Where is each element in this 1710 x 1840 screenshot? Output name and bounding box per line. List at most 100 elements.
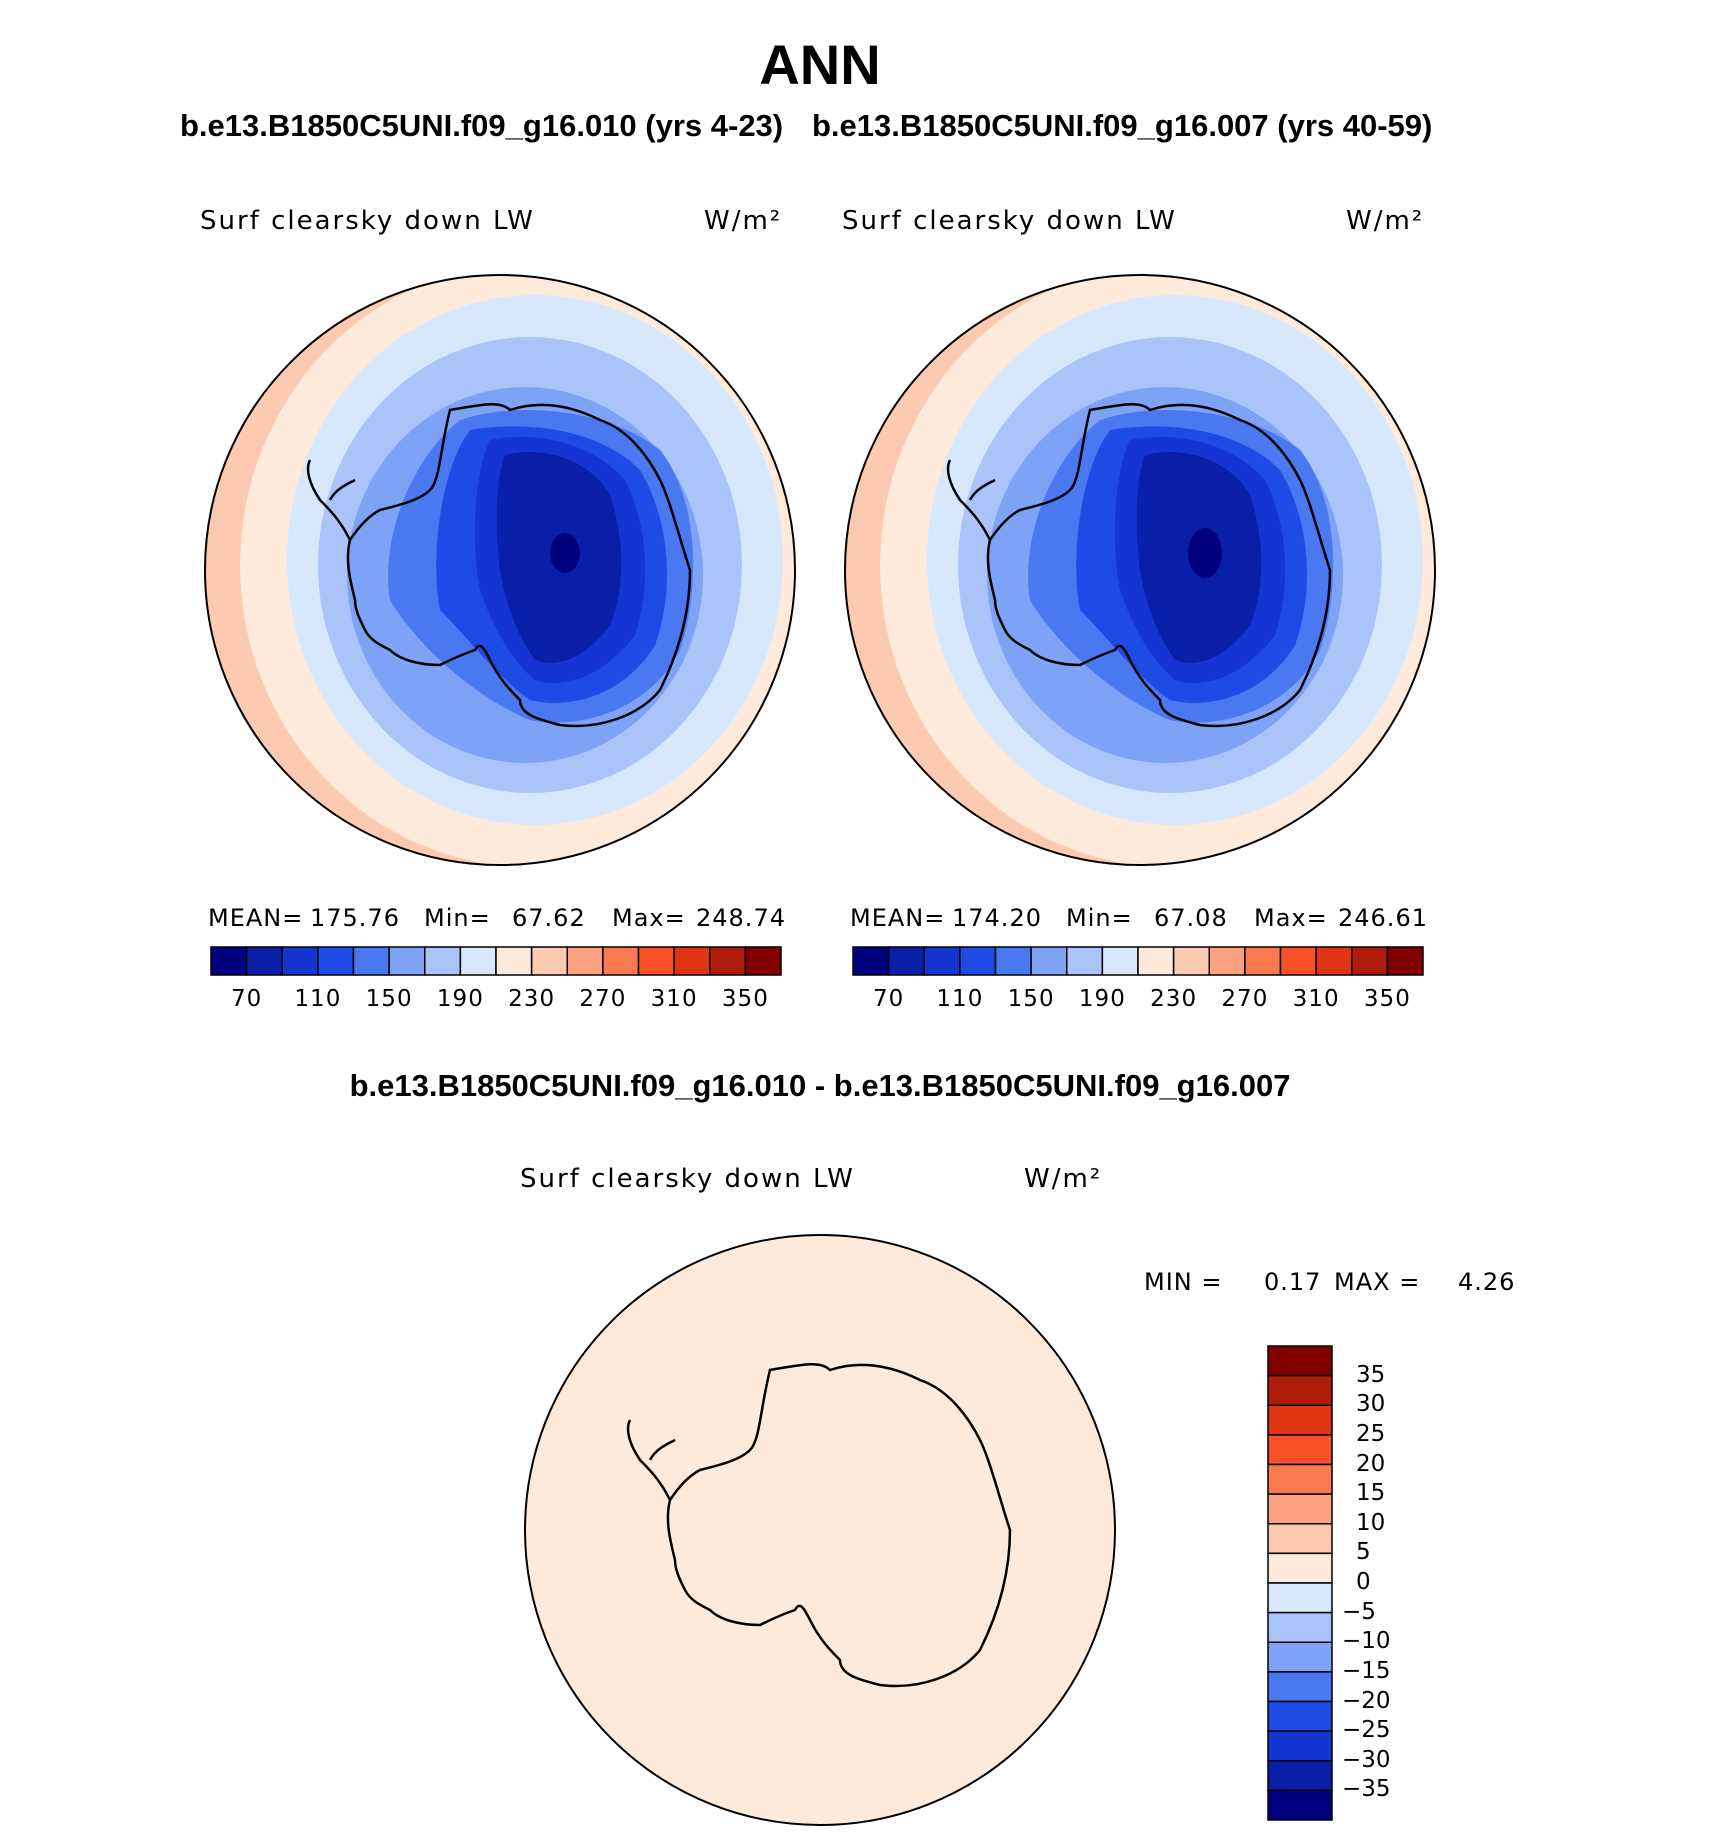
panel2-mean-value: 174.20 (952, 904, 1042, 932)
subtitle-right: b.e13.B1850C5UNI.f09_g16.007 (yrs 40-59) (812, 108, 1433, 143)
colorbar-swatch (744, 946, 782, 976)
colorbar-tick-label: 230 (1150, 986, 1198, 1012)
diff-title: b.e13.B1850C5UNI.f09_g16.010 - b.e13.B18… (349, 1068, 1291, 1103)
colorbar-swatch (1267, 1730, 1333, 1762)
colorbar-panel2 (852, 946, 1424, 976)
colorbar-swatch (1267, 1463, 1333, 1495)
colorbar-swatch (709, 946, 747, 976)
colorbar-tick-label: 25 (1356, 1420, 1386, 1447)
colorbar-swatch (317, 946, 355, 976)
colorbar-panel2-ticks: 70 110 150 190 230 270 310 350 (853, 986, 1423, 1016)
colorbar-swatch (1267, 1789, 1333, 1821)
panel2-mean-label: MEAN= (850, 904, 946, 932)
colorbar-tick-label: 70 (872, 986, 905, 1012)
colorbar-swatch (1267, 1582, 1333, 1614)
colorbar-swatch (1267, 1345, 1333, 1377)
colorbar-tick-label: −15 (1342, 1657, 1391, 1684)
subtitle-left: b.e13.B1850C5UNI.f09_g16.010 (yrs 4-23) (180, 108, 784, 143)
colorbar-swatch (1315, 946, 1353, 976)
colorbar-swatch (1267, 1760, 1333, 1792)
colorbar-swatch (1267, 1493, 1333, 1525)
coastline (946, 459, 996, 541)
coastline (306, 459, 356, 541)
colorbar-swatch (602, 946, 640, 976)
colorbar-swatch (1137, 946, 1175, 976)
colorbar-tick-label: −20 (1342, 1687, 1391, 1714)
panel1-max-value: 248.74 (696, 904, 786, 932)
colorbar-tick-label: 150 (1007, 986, 1055, 1012)
panel1-units-label: W/m² (704, 206, 783, 236)
colorbar-tick-label: 0 (1356, 1569, 1371, 1595)
colorbar-swatch (994, 946, 1032, 976)
colorbar-swatch (1267, 1434, 1333, 1466)
colorbar-swatch (1244, 946, 1282, 976)
contour-band (1188, 528, 1222, 578)
panel2-max-value: 246.61 (1338, 904, 1428, 932)
colorbar-tick-label: 110 (294, 986, 342, 1012)
colorbar-tick-label: 350 (721, 986, 769, 1012)
panel2-max-label: Max= (1254, 904, 1328, 932)
diff-max-value: 4.26 (1458, 1268, 1516, 1296)
colorbar-swatch (1267, 1611, 1333, 1643)
colorbar-tick-label: 270 (579, 986, 627, 1012)
colorbar-tick-label: 30 (1356, 1391, 1386, 1418)
colorbar-swatch (1267, 1700, 1333, 1732)
colorbar-swatch (1267, 1404, 1333, 1436)
coastline (626, 1419, 676, 1501)
diff-units-label: W/m² (1024, 1164, 1103, 1194)
page-title: ANN (759, 33, 881, 96)
colorbar-swatch (1267, 1552, 1333, 1584)
colorbar-diff (1267, 1345, 1333, 1821)
colorbar-tick-label: −5 (1342, 1598, 1376, 1625)
colorbar-swatch (424, 946, 462, 976)
panel1-min-value: 67.62 (512, 904, 586, 932)
panel1-variable-label: Surf clearsky down LW (200, 206, 535, 236)
diff-min-label: MIN = (1144, 1268, 1223, 1296)
colorbar-swatch (923, 946, 961, 976)
colorbar-tick-label: 190 (1078, 986, 1126, 1012)
panel2-units-label: W/m² (1346, 206, 1425, 236)
colorbar-tick-label: 270 (1221, 986, 1269, 1012)
colorbar-tick-label: 15 (1356, 1480, 1386, 1507)
colorbar-swatch (1386, 946, 1424, 976)
colorbar-panel1 (210, 946, 782, 976)
colorbar-swatch (1030, 946, 1068, 976)
colorbar-swatch (459, 946, 497, 976)
colorbar-tick-label: −35 (1342, 1776, 1391, 1803)
panel1-min-label: Min= (424, 904, 491, 932)
colorbar-tick-label: 5 (1356, 1539, 1371, 1566)
colorbar-tick-label: 310 (1292, 986, 1340, 1012)
colorbar-tick-label: 190 (436, 986, 484, 1012)
diff-min-value: 0.17 (1264, 1268, 1322, 1296)
panel1-mean-label: MEAN= (208, 904, 304, 932)
colorbar-tick-label: −25 (1342, 1717, 1391, 1744)
panel1-max-label: Max= (612, 904, 686, 932)
colorbar-swatch (887, 946, 925, 976)
colorbar-tick-label: 150 (365, 986, 413, 1012)
colorbar-swatch (637, 946, 675, 976)
map-border (524, 1234, 1116, 1826)
colorbar-swatch (1208, 946, 1246, 976)
colorbar-swatch (495, 946, 533, 976)
diff-max-label: MAX = (1334, 1268, 1421, 1296)
colorbar-tick-label: 230 (508, 986, 556, 1012)
colorbar-swatch (1172, 946, 1210, 976)
colorbar-swatch (1351, 946, 1389, 976)
panel2-min-value: 67.08 (1154, 904, 1228, 932)
colorbar-tick-label: 110 (936, 986, 984, 1012)
colorbar-swatch (210, 946, 248, 976)
contour-band (550, 533, 580, 573)
panel2-variable-label: Surf clearsky down LW (842, 206, 1177, 236)
colorbar-diff-ticks: 35 30 25 20 15 10 5 0 −5 −10 −15 −20 −25 −30 −35 (1342, 1346, 1464, 1826)
colorbar-swatch (852, 946, 890, 976)
colorbar-tick-label: 10 (1356, 1509, 1386, 1536)
colorbar-swatch (1267, 1523, 1333, 1555)
colorbar-tick-label: −30 (1342, 1746, 1391, 1773)
colorbar-tick-label: 310 (650, 986, 698, 1012)
panel2-min-label: Min= (1066, 904, 1133, 932)
map-border (204, 274, 796, 866)
colorbar-tick-label: 70 (230, 986, 263, 1012)
